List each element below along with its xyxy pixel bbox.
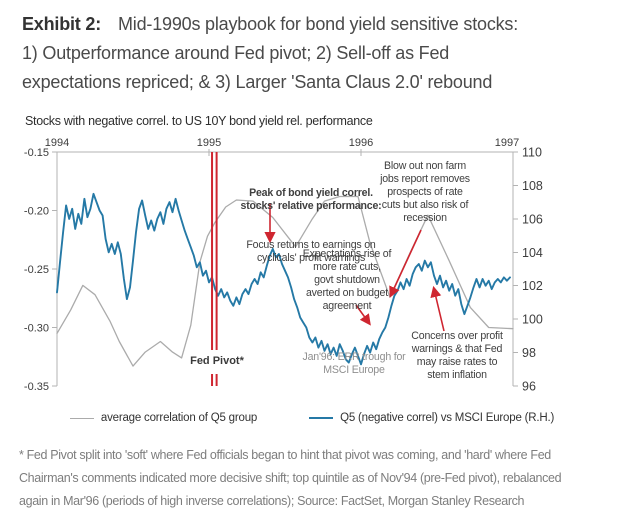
- chart-subtitle: Stocks with negative correl. to US 10Y b…: [25, 114, 373, 128]
- annotation-blowout: Blow out non farm jobs report removes pr…: [380, 160, 470, 224]
- legend-item-q5-vs-msci: Q5 (negative correl) vs MSCI Europe (R.H…: [309, 412, 554, 424]
- left-axis-tick-label: -0.25: [24, 264, 49, 276]
- exhibit-title-text: Mid-1990s playbook for bond yield sensit…: [22, 14, 519, 92]
- annotation-jan96-trough: Jan'96: ERR trough for MSCI Europe: [302, 351, 406, 376]
- right-axis-tick-label: 108: [522, 179, 543, 193]
- x-axis-year-label: 1997: [495, 137, 519, 149]
- chart-legend: average correlation of Q5 group Q5 (nega…: [0, 412, 624, 424]
- annotation-expectations: Expectations rise of more rate cuts, gov…: [302, 248, 392, 312]
- x-axis-year-label: 1995: [197, 137, 221, 149]
- right-axis-tick-label: 96: [522, 380, 536, 394]
- annotation-peak-rest: Focus returns to earnings on cyclicals' …: [246, 239, 376, 264]
- right-axis-tick-label: 110: [522, 146, 542, 160]
- blue-series-line: [56, 192, 511, 366]
- right-axis-tick-label: 104: [522, 246, 543, 260]
- annotation-arrows: [264, 203, 445, 332]
- legend-label-q5-vs-msci: Q5 (negative correl) vs MSCI Europe (R.H…: [340, 412, 555, 424]
- left-axis-tick-label: -0.15: [24, 147, 49, 159]
- right-axis-tick-label: 98: [522, 346, 536, 360]
- legend-item-avg-correlation: average correlation of Q5 group: [69, 412, 258, 424]
- fed-pivot-label: Fed Pivot*: [190, 355, 244, 367]
- x-axis-year-label: 1996: [349, 137, 373, 149]
- left-axis-tick-label: -0.35: [24, 381, 49, 393]
- right-axis-tick-label: 102: [522, 279, 543, 293]
- annotation-concerns: Concerns over profit warnings & that Fed…: [411, 330, 503, 381]
- annotation-peak: Peak of bond yield correl. stocks' relat…: [225, 161, 397, 291]
- x-axis-year-label: 1994: [45, 137, 69, 149]
- blowout-annotation-arrow: [389, 229, 422, 298]
- gray-line-swatch: [69, 417, 94, 419]
- right-axis-tick-label: 106: [522, 212, 543, 226]
- left-axis-tick-label: -0.20: [24, 206, 49, 218]
- expectations-annotation-arrow: [355, 304, 371, 326]
- legend-label-avg-correlation: average correlation of Q5 group: [100, 412, 258, 424]
- left-axis-tick-label: -0.30: [24, 323, 49, 335]
- right-axis-tick-label: 100: [522, 313, 543, 327]
- concerns-annotation-arrow: [430, 285, 445, 332]
- exhibit-label: Exhibit 2:: [22, 14, 102, 34]
- blue-line-swatch: [309, 417, 334, 419]
- annotation-peak-bold: Peak of bond yield correl. stocks' relat…: [240, 187, 382, 212]
- source-footnote: * Fed Pivot split into 'soft' where Fed …: [19, 448, 562, 508]
- exhibit-title: Exhibit 2: Mid-1990s playbook for bond yi…: [22, 10, 622, 97]
